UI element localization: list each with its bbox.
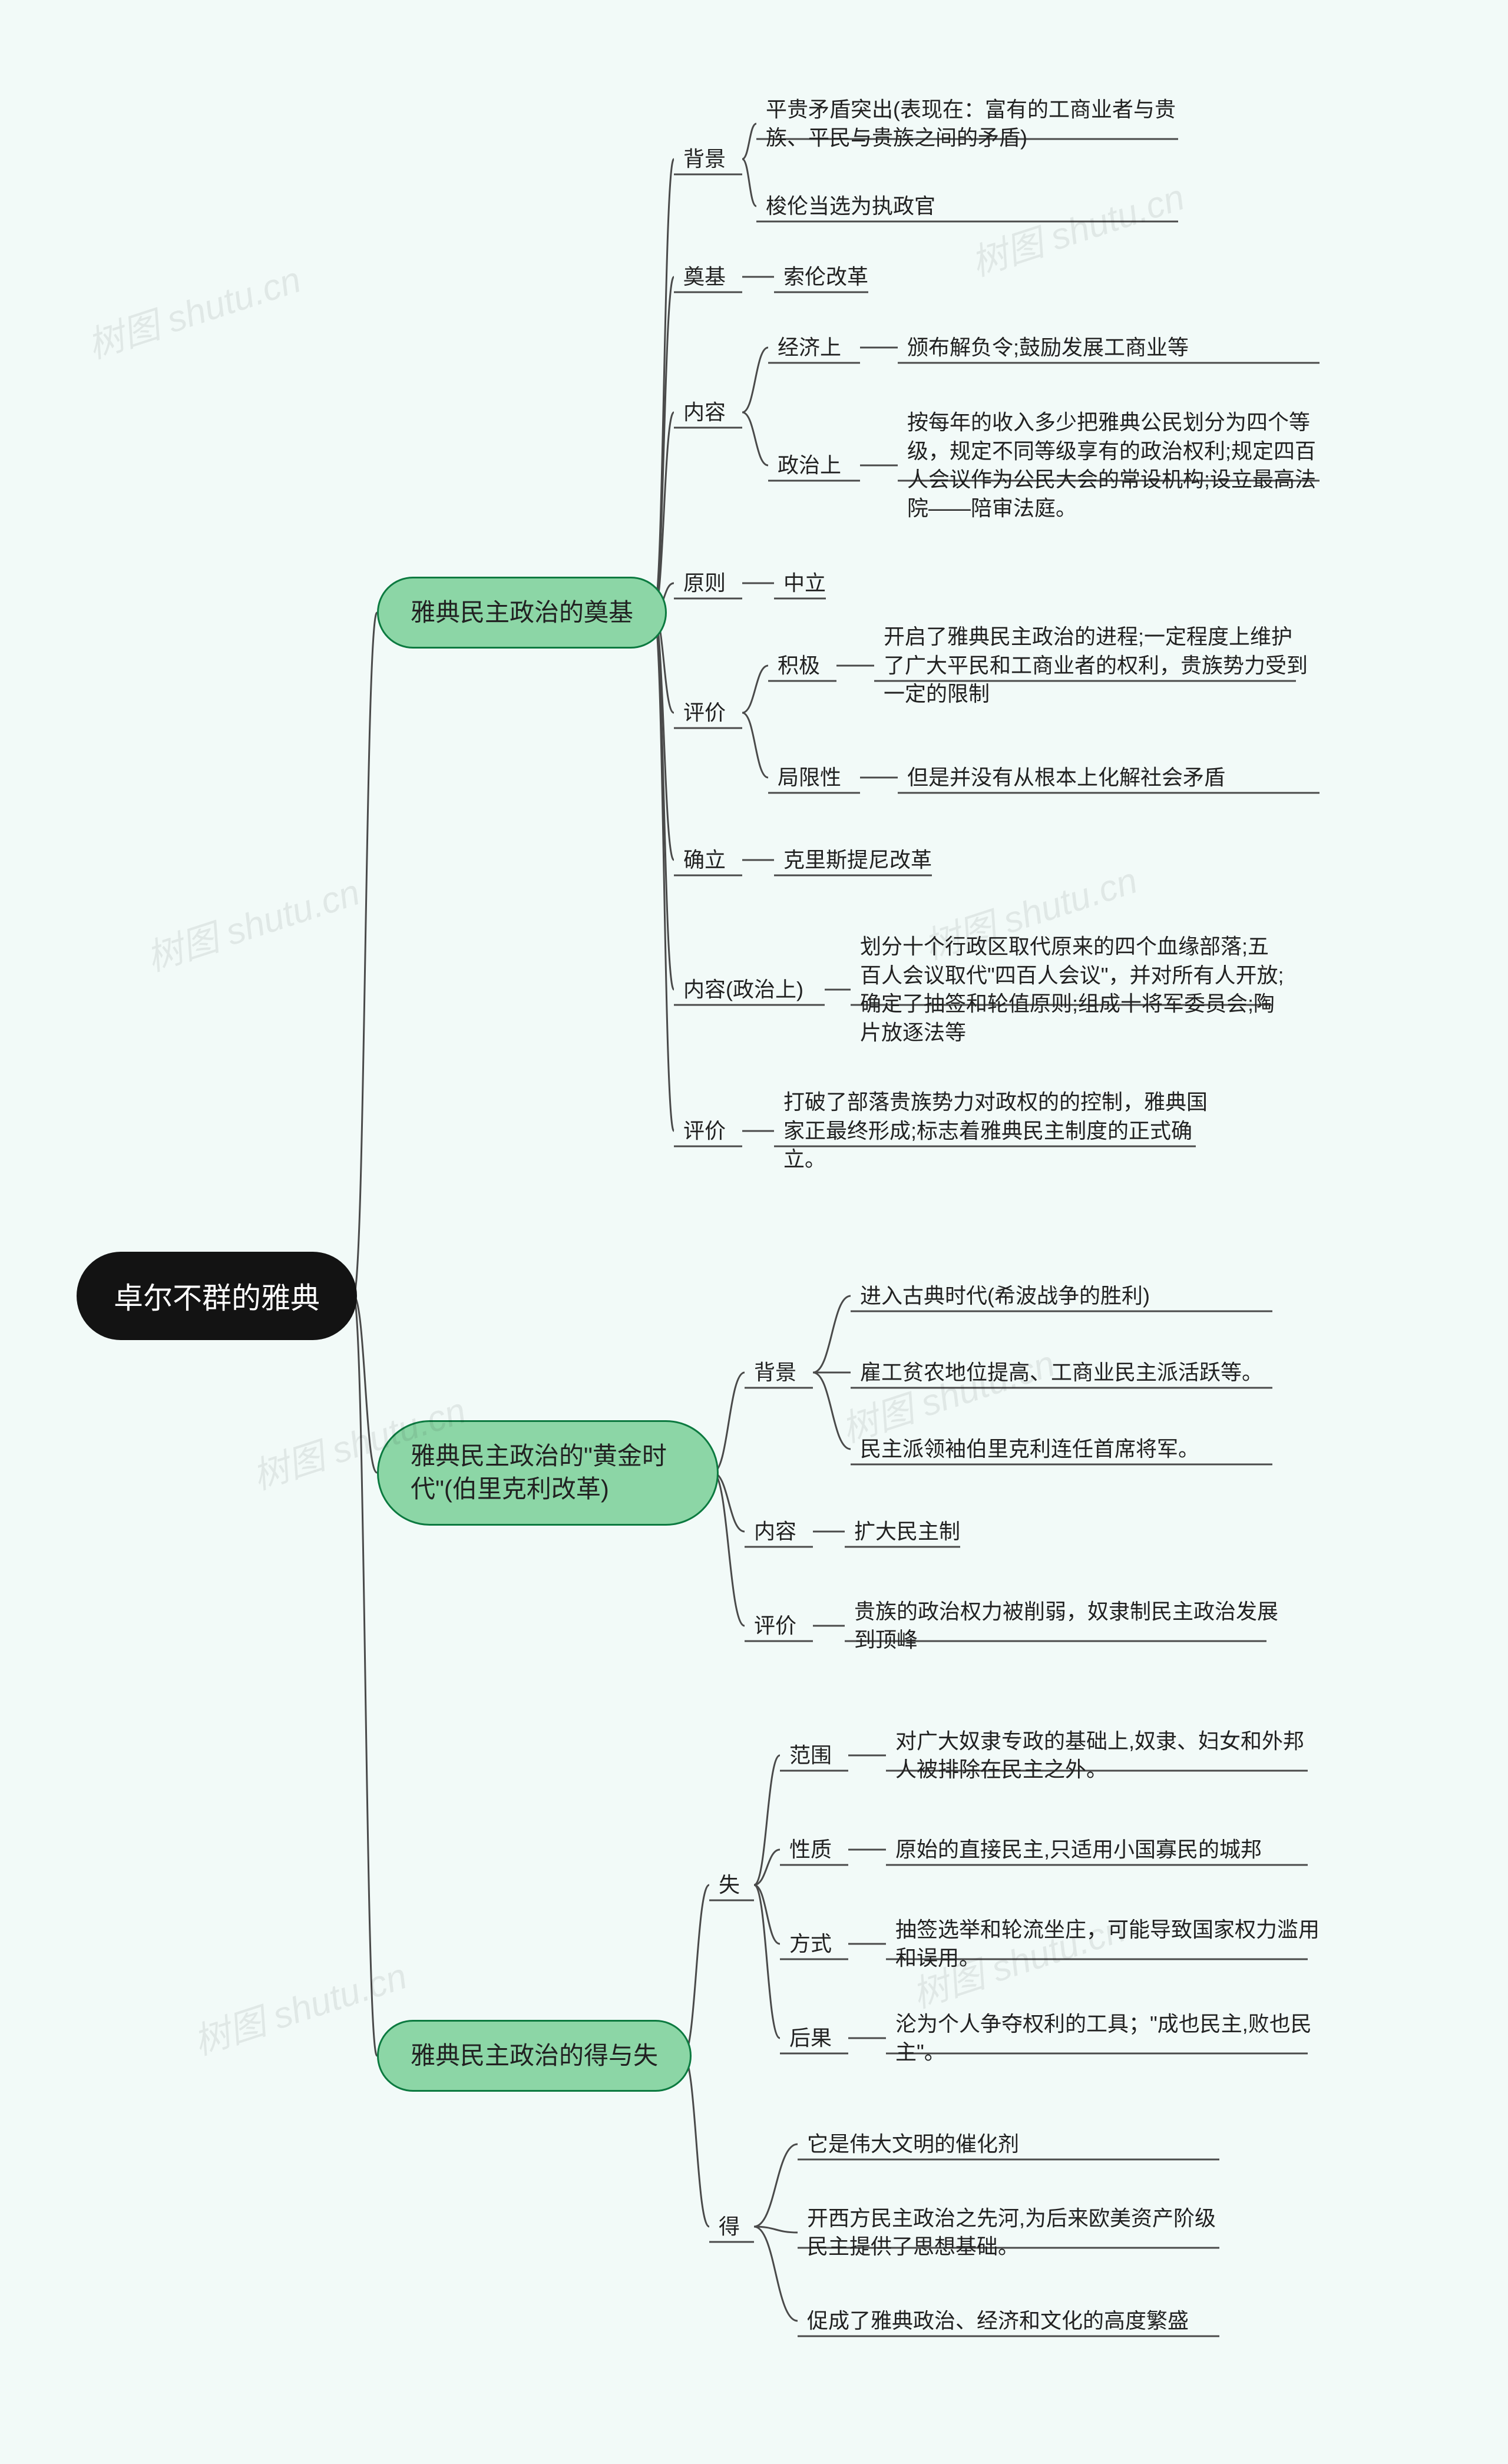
mindmap-sublabel: 内容 xyxy=(754,1517,796,1546)
mindmap-leaf: 雇工贫农地位提高、工商业民主派活跃等。 xyxy=(860,1358,1263,1387)
mindmap-leaf: 扩大民主制 xyxy=(854,1517,960,1546)
mindmap-sublabel: 确立 xyxy=(683,846,726,875)
branch-node[interactable]: 雅典民主政治的"黄金时代"(伯里克利改革) xyxy=(377,1420,719,1526)
mindmap-leaf: 颁布解负令;鼓励发展工商业等 xyxy=(907,333,1189,362)
edge-layer xyxy=(0,0,1508,2464)
root-node[interactable]: 卓尔不群的雅典 xyxy=(77,1252,357,1340)
mindmap-leaf: 中立 xyxy=(783,569,826,598)
mindmap-sublabel: 内容 xyxy=(683,398,726,427)
mindmap-leaf: 沦为个人争夺权利的工具；"成也民主,败也民主"。 xyxy=(895,2010,1320,2067)
branch-node[interactable]: 雅典民主政治的得与失 xyxy=(377,2020,692,2092)
mindmap-sublabel: 经济上 xyxy=(778,333,841,362)
mindmap-sublabel: 后果 xyxy=(789,2024,832,2053)
mindmap-leaf: 打破了部落贵族势力对政权的的控制，雅典国家正最终形成;标志着雅典民主制度的正式确… xyxy=(783,1088,1208,1174)
mindmap-leaf: 但是并没有从根本上化解社会矛盾 xyxy=(907,763,1225,792)
mindmap-sublabel: 失 xyxy=(719,1871,740,1900)
mindmap-sublabel: 内容(政治上) xyxy=(683,975,803,1004)
mindmap-leaf: 划分十个行政区取代原来的四个血缘部落;五百人会议取代"四百人会议"，并对所有人开… xyxy=(860,932,1284,1047)
mindmap-leaf: 开启了雅典民主政治的进程;一定程度上维护了广大平民和工商业者的权利，贵族势力受到… xyxy=(884,623,1308,709)
mindmap-leaf: 进入古典时代(希波战争的胜利) xyxy=(860,1282,1150,1311)
mindmap-sublabel: 评价 xyxy=(754,1612,796,1641)
mindmap-leaf: 原始的直接民主,只适用小国寡民的城邦 xyxy=(895,1835,1262,1864)
mindmap-sublabel: 积极 xyxy=(778,651,820,680)
watermark: 树图 shutu.cn xyxy=(80,250,306,369)
mindmap-leaf: 克里斯提尼改革 xyxy=(783,846,932,875)
branch-node[interactable]: 雅典民主政治的奠基 xyxy=(377,577,667,649)
mindmap-sublabel: 奠基 xyxy=(683,263,726,292)
mindmap-sublabel: 原则 xyxy=(683,569,726,598)
mindmap-sublabel: 评价 xyxy=(683,1117,726,1146)
mindmap-sublabel: 局限性 xyxy=(778,763,841,792)
mindmap-leaf: 它是伟大文明的催化剂 xyxy=(807,2130,1019,2159)
mindmap-leaf: 开西方民主政治之先河,为后来欧美资产阶级民主提供了思想基础。 xyxy=(807,2204,1231,2261)
mindmap-leaf: 梭伦当选为执政官 xyxy=(766,192,935,221)
mindmap-sublabel: 方式 xyxy=(789,1930,832,1959)
mindmap-leaf: 平贵矛盾突出(表现在：富有的工商业者与贵族、平民与贵族之间的矛盾) xyxy=(766,95,1190,153)
mindmap-leaf: 促成了雅典政治、经济和文化的高度繁盛 xyxy=(807,2307,1189,2336)
mindmap-sublabel: 背景 xyxy=(754,1358,796,1387)
mindmap-leaf: 抽签选举和轮流坐庄，可能导致国家权力滥用和误用。 xyxy=(895,1916,1320,1973)
mindmap-sublabel: 得 xyxy=(719,2212,740,2241)
mindmap-sublabel: 评价 xyxy=(683,699,726,727)
mindmap-leaf: 按每年的收入多少把雅典公民划分为四个等级，规定不同等级享有的政治权利;规定四百人… xyxy=(907,408,1331,522)
mindmap-canvas: 卓尔不群的雅典雅典民主政治的奠基背景平贵矛盾突出(表现在：富有的工商业者与贵族、… xyxy=(0,0,1508,2464)
mindmap-sublabel: 性质 xyxy=(789,1835,832,1864)
mindmap-leaf: 对广大奴隶专政的基础上,奴隶、妇女和外邦人被排除在民主之外。 xyxy=(895,1727,1320,1784)
mindmap-leaf: 索伦改革 xyxy=(783,263,868,292)
mindmap-sublabel: 背景 xyxy=(683,145,726,174)
watermark: 树图 shutu.cn xyxy=(963,167,1190,286)
mindmap-leaf: 贵族的政治权力被削弱，奴隶制民主政治发展到顶峰 xyxy=(854,1598,1278,1655)
mindmap-sublabel: 政治上 xyxy=(778,451,841,480)
mindmap-sublabel: 范围 xyxy=(789,1741,832,1770)
mindmap-leaf: 民主派领袖伯里克利连任首席将军。 xyxy=(860,1435,1199,1464)
watermark: 树图 shutu.cn xyxy=(138,862,365,981)
